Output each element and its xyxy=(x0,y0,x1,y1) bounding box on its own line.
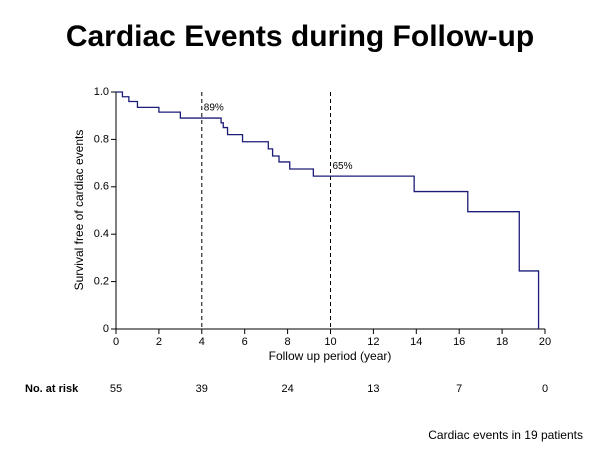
risk-count: 39 xyxy=(196,383,208,395)
risk-count: 55 xyxy=(110,383,122,395)
footnote: Cardiac events in 19 patients xyxy=(428,428,583,442)
x-tick-label: 8 xyxy=(285,336,291,348)
risk-count: 0 xyxy=(542,383,548,395)
x-tick-label: 18 xyxy=(496,336,508,348)
reference-label: 65% xyxy=(333,161,353,172)
x-tick-label: 14 xyxy=(410,336,422,348)
risk-count: 24 xyxy=(281,383,293,395)
x-tick-label: 10 xyxy=(324,336,336,348)
y-axis-label: Survival free of cardiac events xyxy=(72,130,86,291)
x-tick-label: 2 xyxy=(156,336,162,348)
y-tick-label: 0.6 xyxy=(94,181,109,193)
risk-count: 7 xyxy=(456,383,462,395)
x-tick-label: 4 xyxy=(199,336,205,348)
chart-title: Cardiac Events during Follow-up xyxy=(66,20,534,53)
survival-curve xyxy=(116,91,540,329)
y-tick-label: 0.2 xyxy=(94,276,109,288)
x-axis-label: Follow up period (year) xyxy=(269,349,392,363)
y-tick-label: 0.4 xyxy=(94,228,109,240)
y-tick-label: 0.8 xyxy=(94,133,109,145)
risk-table-label: No. at risk xyxy=(25,383,79,395)
x-tick-label: 16 xyxy=(453,336,465,348)
y-tick-label: 0 xyxy=(103,323,109,335)
x-tick-label: 6 xyxy=(242,336,248,348)
risk-count: 13 xyxy=(367,383,379,395)
x-tick-label: 0 xyxy=(113,336,119,348)
y-tick-label: 1.0 xyxy=(94,86,109,98)
reference-label: 89% xyxy=(204,103,224,114)
x-tick-label: 20 xyxy=(539,336,551,348)
x-tick-label: 12 xyxy=(367,336,379,348)
